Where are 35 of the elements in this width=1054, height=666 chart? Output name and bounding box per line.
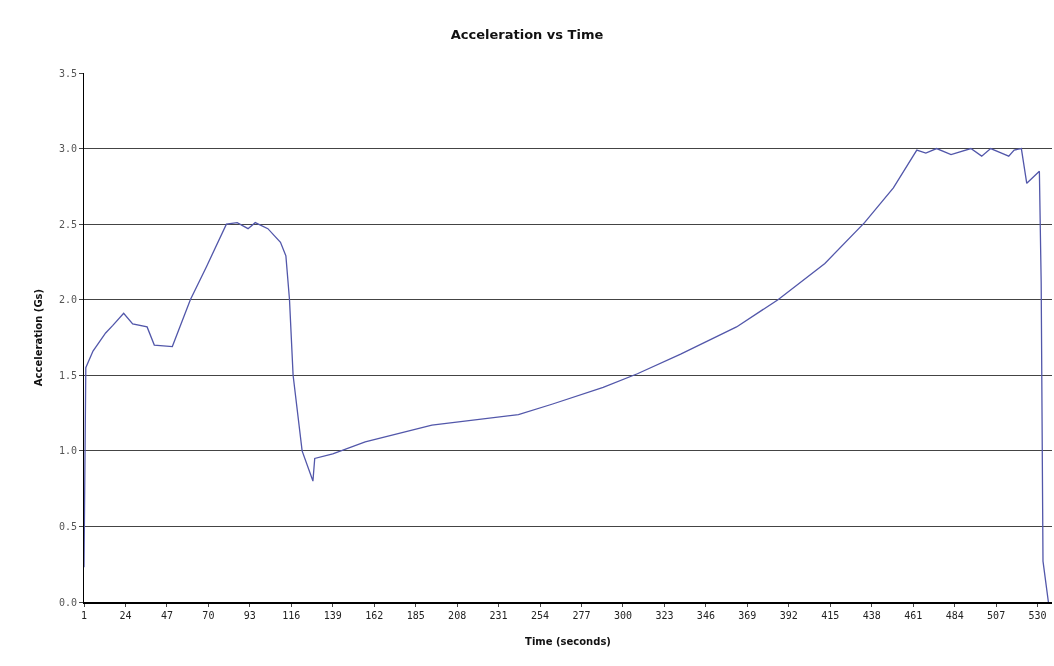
x-tick-label: 116 [282, 610, 301, 621]
x-tick-label: 484 [945, 610, 964, 621]
chart-title: Acceleration vs Time [450, 27, 604, 43]
x-tick-label: 47 [160, 610, 173, 621]
x-tick-label: 231 [489, 610, 508, 621]
x-tick-label: 438 [862, 610, 881, 621]
x-tick-label: 1 [80, 610, 88, 621]
x-tick-label: 461 [904, 610, 923, 621]
x-tick-label: 93 [243, 610, 256, 621]
x-tick-label: 415 [821, 610, 840, 621]
x-axis-title: Time (seconds) [525, 636, 611, 647]
x-tick-label: 392 [779, 610, 798, 621]
x-tick-label: 300 [613, 610, 633, 621]
y-tick-label: 1.0 [58, 445, 77, 457]
x-tick-label: 139 [323, 610, 342, 621]
x-tick-label: 277 [572, 610, 591, 621]
y-tick-label: 2.5 [58, 218, 77, 230]
x-tick-label: 346 [696, 610, 715, 621]
y-tick-label: 3.0 [58, 143, 77, 155]
x-tick-label: 24 [119, 610, 132, 621]
x-tick-label: 254 [531, 610, 550, 621]
x-tick-label: 369 [738, 610, 757, 621]
x-tick-label: 162 [365, 610, 384, 621]
y-axis-title: Acceleration (Gs) [32, 288, 44, 387]
y-tick-label: 2.0 [58, 294, 77, 306]
y-tick-label: 3.5 [58, 67, 77, 79]
y-tick-label: 1.5 [58, 369, 77, 381]
x-tick-label: 185 [406, 610, 425, 621]
x-tick-label: 507 [987, 610, 1006, 621]
y-tick-label: 0.5 [58, 520, 77, 532]
y-tick-label: 0.0 [58, 596, 77, 608]
x-tick-label: 530 [1028, 610, 1047, 621]
x-tick-label: 70 [202, 610, 215, 621]
x-tick-label: 208 [448, 610, 467, 621]
x-tick-label: 323 [655, 610, 674, 621]
